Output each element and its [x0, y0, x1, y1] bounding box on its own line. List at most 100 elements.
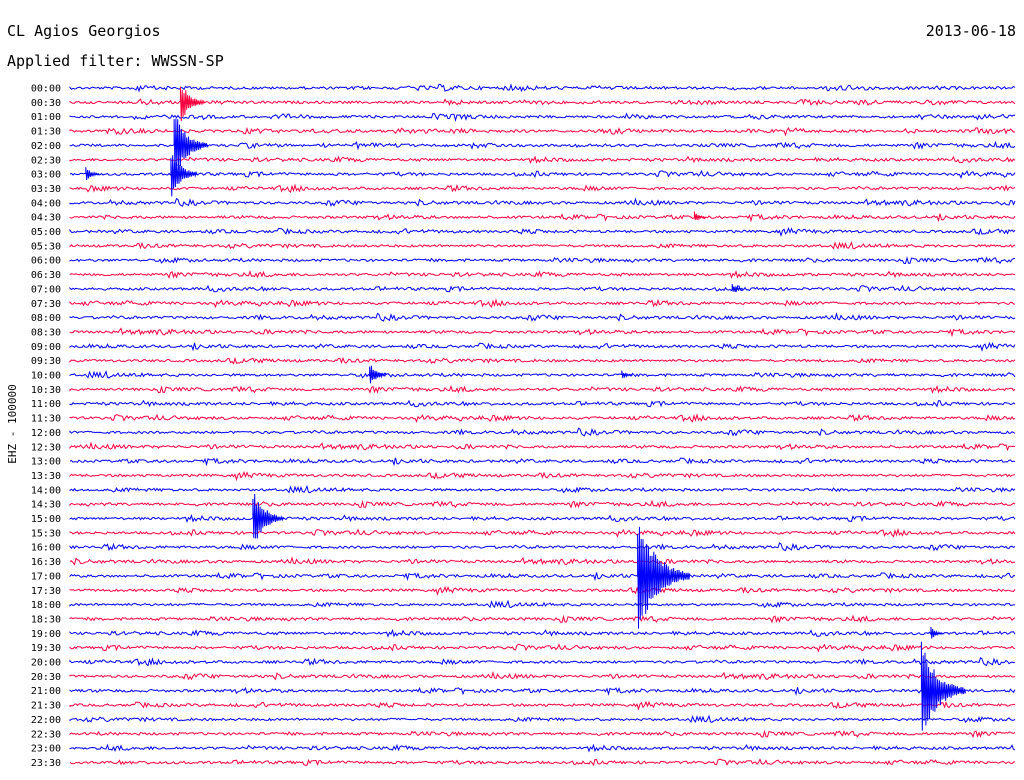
event-11: [621, 370, 633, 379]
event-7: [920, 641, 966, 731]
tick-label-2330: 23:30: [31, 758, 61, 769]
event-1: [173, 118, 208, 174]
trace-row-2330: [69, 758, 1016, 767]
trace-row-1130: [69, 413, 1016, 423]
trace-row-1030: [69, 384, 1016, 394]
trace-row-1630: [69, 556, 1016, 566]
tick-label-0400: 04:00: [31, 198, 61, 209]
trace-row-1930: [69, 643, 1016, 653]
trace-row-0730: [69, 298, 1016, 309]
tick-label-2200: 22:00: [31, 715, 61, 726]
trace-row-0830: [69, 327, 1016, 338]
trace-row-1430: [69, 499, 1016, 509]
tick-label-0430: 04:30: [31, 213, 61, 224]
tick-label-0000: 00:00: [31, 84, 61, 95]
tick-label-0500: 05:00: [31, 227, 61, 238]
trace-row-0600: [69, 256, 1015, 265]
tick-label-1500: 15:00: [31, 514, 61, 525]
tick-label-1330: 13:30: [31, 471, 61, 482]
tick-label-1930: 19:30: [31, 643, 61, 654]
tick-label-1130: 11:30: [31, 414, 61, 425]
event-9: [731, 284, 744, 292]
tick-label-2100: 21:00: [31, 686, 61, 697]
tick-label-0100: 01:00: [31, 112, 61, 123]
trace-row-0230: [69, 155, 1016, 165]
tick-label-0330: 03:30: [31, 184, 61, 195]
tick-label-0730: 07:30: [31, 299, 61, 310]
trace-row-2200: [69, 714, 1016, 724]
trace-row-1700: [69, 572, 1016, 582]
trace-row-0430: [69, 213, 1016, 223]
event-0: [179, 86, 206, 122]
tick-label-0630: 06:30: [31, 270, 61, 281]
tick-label-1830: 18:30: [31, 614, 61, 625]
tick-label-1200: 12:00: [31, 428, 61, 439]
tick-label-0700: 07:00: [31, 284, 61, 295]
trace-row-0500: [69, 227, 1016, 238]
filter-label: Applied filter: WWSSN-SP: [7, 52, 224, 70]
tick-label-2030: 20:30: [31, 672, 61, 683]
tick-label-1530: 15:30: [31, 528, 61, 539]
trace-row-1900: [69, 628, 1016, 638]
trace-row-1530: [69, 527, 1016, 538]
tick-label-0830: 08:30: [31, 327, 61, 338]
trace-row-0330: [69, 183, 1016, 194]
tick-label-0230: 02:30: [31, 155, 61, 166]
trace-row-0400: [69, 197, 1016, 207]
tick-label-1400: 14:00: [31, 485, 61, 496]
trace-row-0100: [69, 112, 1016, 122]
trace-row-0530: [69, 241, 1016, 250]
trace-row-1330: [69, 471, 1016, 482]
tick-label-0600: 06:00: [31, 256, 61, 267]
tick-label-1700: 17:00: [31, 571, 61, 582]
trace-row-2100: [69, 686, 1016, 696]
tick-label-0530: 05:30: [31, 241, 61, 252]
trace-row-1600: [69, 542, 1016, 552]
trace-row-2300: [69, 743, 1016, 753]
tick-label-2130: 21:30: [31, 701, 61, 712]
tick-label-1030: 10:30: [31, 385, 61, 396]
trace-row-0130: [69, 126, 1016, 137]
trace-row-0700: [69, 284, 1016, 293]
tick-label-1730: 17:30: [31, 586, 61, 597]
channel-axis-label: EHZ - 100000: [6, 384, 19, 463]
tick-label-2000: 20:00: [31, 658, 61, 669]
seismic-events: [85, 86, 966, 731]
tick-label-2230: 22:30: [31, 729, 61, 740]
tick-label-1100: 11:00: [31, 399, 61, 410]
trace-row-1400: [69, 484, 1016, 494]
trace-row-1830: [69, 614, 1016, 624]
trace-row-0630: [69, 270, 1016, 279]
event-3: [85, 167, 100, 181]
event-5: [252, 493, 284, 539]
trace-row-0200: [69, 140, 1016, 151]
tick-label-0030: 00:30: [31, 98, 61, 109]
trace-row-0030: [69, 98, 1016, 107]
tick-label-0300: 03:00: [31, 170, 61, 181]
event-10: [693, 211, 706, 221]
tick-label-1000: 10:00: [31, 371, 61, 382]
tick-label-0200: 02:00: [31, 141, 61, 152]
tick-label-1900: 19:00: [31, 629, 61, 640]
tick-label-1800: 18:00: [31, 600, 61, 611]
tick-label-1300: 13:00: [31, 457, 61, 468]
trace-row-1300: [69, 457, 1016, 467]
trace-row-0930: [69, 356, 1016, 365]
time-tick-labels: 00:00 00:30 01:00 01:30 02:00 02:30 03:00 03:30…: [31, 84, 61, 769]
trace-row-1730: [69, 585, 1016, 596]
trace-row-1000: [69, 370, 1016, 379]
event-8: [930, 626, 943, 639]
tick-label-1600: 16:00: [31, 543, 61, 554]
trace-row-0900: [69, 341, 1016, 352]
event-2: [170, 155, 198, 197]
trace-row-1200: [69, 427, 1016, 437]
tick-label-1430: 14:30: [31, 500, 61, 511]
trace-row-0800: [69, 312, 1016, 322]
trace-row-1800: [69, 599, 1016, 609]
seismic-traces: [69, 83, 1016, 767]
trace-row-2000: [69, 657, 1016, 667]
tick-label-1230: 12:30: [31, 442, 61, 453]
trace-row-1100: [69, 399, 1016, 408]
event-4: [369, 365, 387, 384]
